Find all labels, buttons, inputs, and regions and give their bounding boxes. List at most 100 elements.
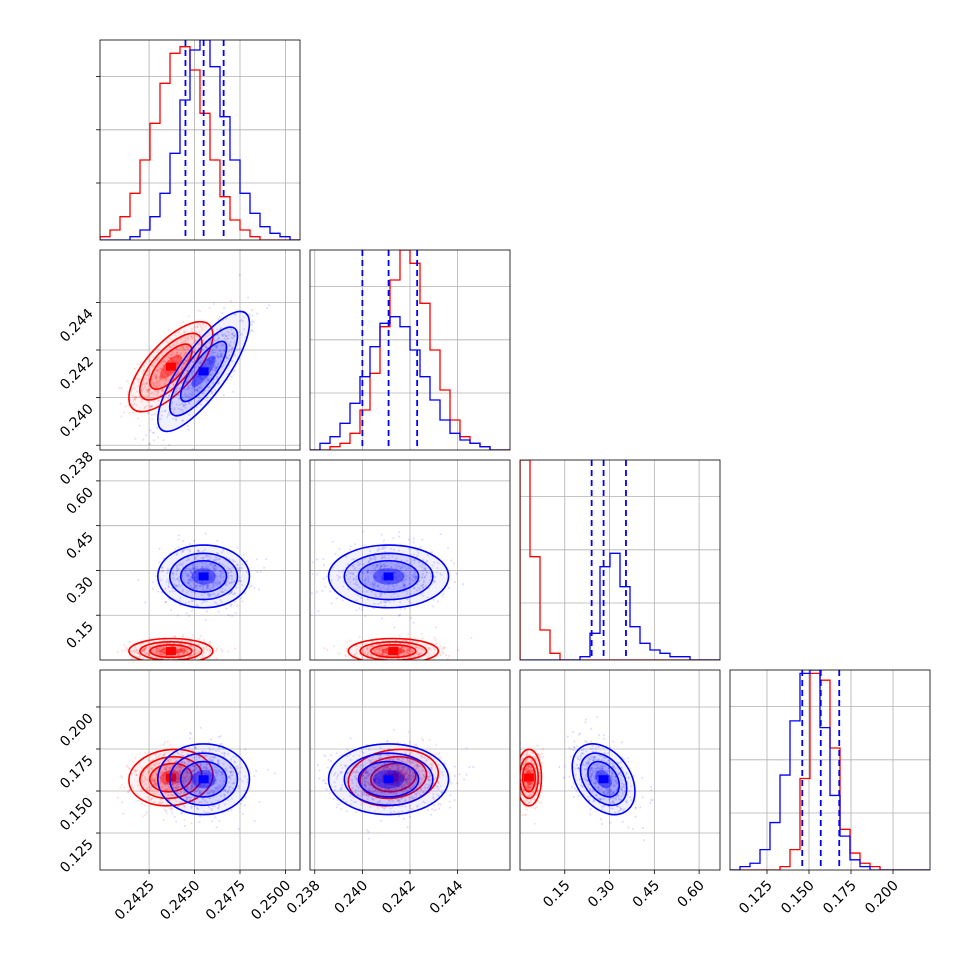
- scatter-point: [399, 651, 402, 654]
- scatter-point: [148, 785, 151, 788]
- scatter-point: [221, 364, 224, 367]
- scatter-point: [172, 576, 175, 579]
- scatter-point: [155, 647, 158, 650]
- scatter-point: [184, 569, 187, 572]
- scatter-point: [398, 634, 401, 637]
- scatter-point: [395, 771, 398, 774]
- scatter-point: [211, 580, 215, 583]
- scatter-point: [223, 803, 226, 806]
- scatter-point: [365, 590, 368, 593]
- scatter-point: [180, 357, 183, 360]
- scatter-point: [203, 569, 206, 572]
- scatter-point: [241, 600, 244, 603]
- scatter-point: [391, 582, 394, 585]
- scatter-point: [363, 776, 366, 780]
- scatter-point: [409, 648, 413, 651]
- scatter-point: [176, 577, 179, 580]
- scatter-point: [204, 363, 207, 367]
- scatter-point: [208, 359, 212, 362]
- scatter-point: [372, 579, 376, 583]
- scatter-point: [137, 578, 140, 582]
- scatter-point: [205, 755, 209, 758]
- scatter-point: [153, 783, 156, 786]
- scatter-point: [232, 560, 235, 563]
- scatter-point: [383, 654, 386, 657]
- scatter-point: [198, 800, 201, 803]
- scatter-point: [190, 795, 194, 798]
- scatter-point: [303, 557, 305, 559]
- scatter-point: [149, 786, 152, 789]
- scatter-point: [158, 384, 161, 387]
- scatter-point: [155, 773, 158, 776]
- scatter-point: [188, 614, 191, 618]
- scatter-point: [184, 362, 187, 365]
- scatter-point: [191, 571, 194, 574]
- scatter-point: [403, 565, 407, 568]
- scatter-point: [409, 647, 412, 651]
- scatter-point: [413, 573, 416, 576]
- scatter-point: [370, 558, 373, 561]
- scatter-point: [375, 564, 378, 567]
- scatter-point: [166, 572, 169, 575]
- scatter-point: [226, 356, 229, 359]
- scatter-point: [231, 333, 234, 336]
- scatter-point: [193, 571, 197, 574]
- scatter-point: [371, 640, 374, 643]
- scatter-point: [183, 761, 186, 764]
- scatter-point: [156, 650, 159, 654]
- scatter-point: [189, 644, 193, 648]
- scatter-point: [416, 554, 419, 557]
- scatter-point: [397, 645, 400, 649]
- scatter-point: [185, 768, 188, 771]
- scatter-point: [221, 773, 224, 776]
- scatter-point: [197, 385, 200, 389]
- scatter-point: [171, 345, 174, 348]
- scatter-point: [416, 652, 419, 656]
- scatter-point: [205, 555, 208, 558]
- scatter-point: [408, 548, 411, 551]
- scatter-point: [187, 573, 190, 576]
- scatter-point: [352, 572, 355, 575]
- scatter-point: [191, 376, 194, 380]
- scatter-point: [315, 590, 319, 593]
- scatter-point: [396, 576, 399, 579]
- scatter-point: [133, 397, 136, 400]
- scatter-point: [402, 579, 405, 582]
- density-peak: [165, 647, 176, 656]
- scatter-point: [215, 360, 218, 363]
- scatter-point: [176, 341, 179, 344]
- scatter-point: [157, 590, 160, 593]
- scatter-point: [360, 767, 363, 770]
- scatter-point: [162, 780, 165, 783]
- scatter-point: [433, 561, 436, 564]
- scatter-point: [398, 775, 401, 778]
- scatter-point: [200, 582, 203, 585]
- scatter-point: [224, 334, 227, 337]
- scatter-point: [193, 769, 196, 772]
- scatter-point: [414, 764, 417, 767]
- scatter-point: [330, 579, 333, 582]
- scatter-point: [133, 395, 137, 399]
- scatter-point: [181, 345, 184, 349]
- scatter-point: [362, 572, 365, 575]
- scatter-point: [151, 365, 154, 368]
- scatter-point: [201, 568, 204, 571]
- scatter-point: [177, 777, 181, 780]
- scatter-point: [421, 584, 424, 587]
- scatter-point: [251, 320, 254, 323]
- density-peak: [383, 572, 394, 581]
- scatter-point: [192, 567, 195, 570]
- scatter-point: [151, 774, 154, 777]
- scatter-point: [371, 564, 375, 567]
- scatter-point: [413, 575, 417, 578]
- scatter-point: [190, 787, 193, 791]
- scatter-point: [182, 539, 185, 543]
- scatter-point: [193, 765, 197, 768]
- scatter-point: [397, 649, 401, 653]
- scatter-point: [181, 346, 185, 349]
- scatter-point: [394, 664, 396, 666]
- scatter-point: [399, 642, 402, 645]
- scatter-point: [406, 648, 409, 651]
- scatter-point: [424, 574, 427, 577]
- scatter-point: [250, 323, 254, 326]
